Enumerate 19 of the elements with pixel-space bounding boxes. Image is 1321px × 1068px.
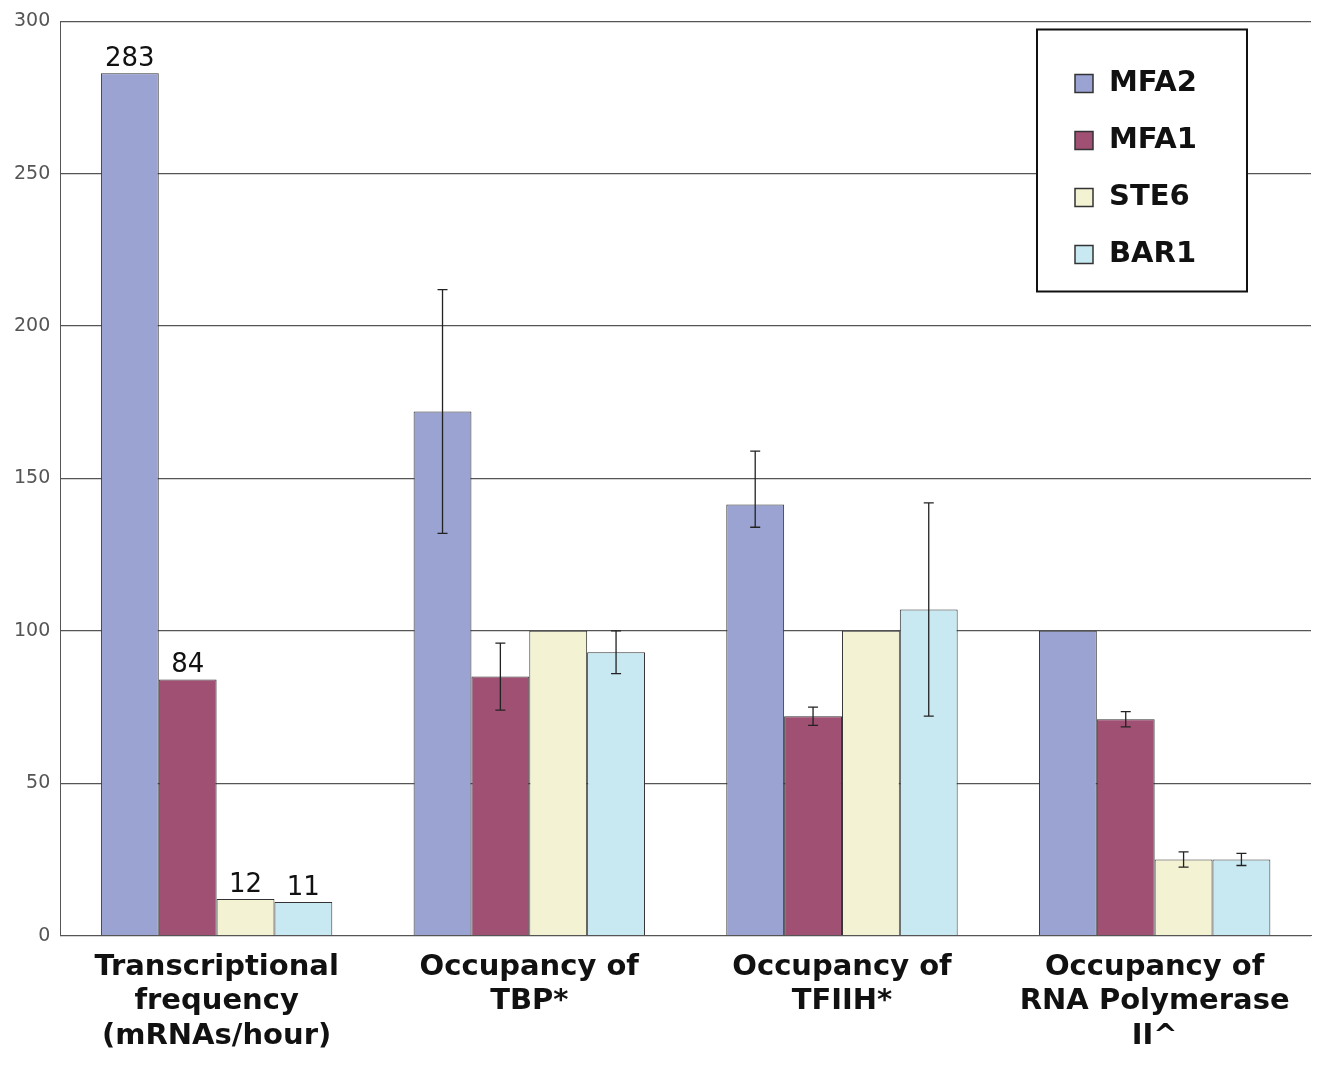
legend-label: STE6 <box>1109 177 1190 212</box>
y-tick-label: 50 <box>26 770 51 793</box>
data-label: 12 <box>228 867 263 898</box>
y-tick-label: 300 <box>14 8 51 31</box>
x-tick-label: Occupancy of TBP* <box>419 947 640 1017</box>
x-tick-label: Transcriptional frequency (mRNAs/hour) <box>94 947 339 1052</box>
data-label: 283 <box>105 41 155 72</box>
y-tick-label: 150 <box>14 465 51 488</box>
data-label: 84 <box>171 648 205 679</box>
legend-label: MFA2 <box>1109 63 1197 98</box>
legend-label: BAR1 <box>1109 234 1197 269</box>
data-label: 11 <box>286 870 320 901</box>
legend-label: MFA1 <box>1109 120 1197 155</box>
x-tick-label: Occupancy of RNA Polymerase II^ <box>1019 947 1290 1052</box>
y-tick-label: 0 <box>38 922 51 945</box>
x-tick-label: Occupancy of TFIIH* <box>732 947 953 1017</box>
y-tick-label: 200 <box>14 313 51 336</box>
y-tick-label: 250 <box>14 160 51 183</box>
y-tick-label: 100 <box>14 617 51 640</box>
